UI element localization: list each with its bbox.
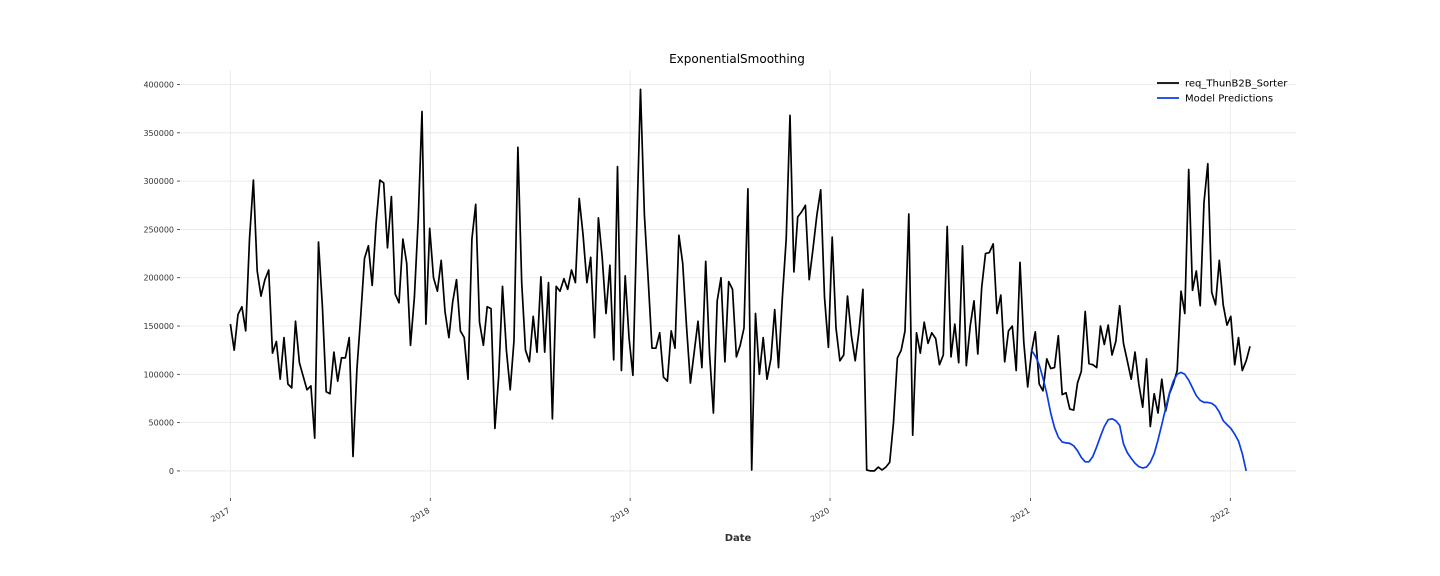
- x-tick-label: 2018: [409, 506, 431, 524]
- y-tick-label: 50000: [149, 419, 174, 428]
- series-layer: [229, 88, 1251, 472]
- x-tick-label: 2020: [809, 506, 831, 524]
- y-tick-label: 0: [169, 467, 174, 476]
- legend: req_ThunB2B_Sorter Model Predictions: [1157, 79, 1288, 105]
- legend-label: Model Predictions: [1185, 94, 1273, 105]
- chart-title: ExponentialSmoothing: [669, 52, 805, 66]
- axes: 0 50000 100000 150000 200000 250000 300000 3500…: [143, 80, 1231, 523]
- y-tick-label: 150000: [143, 322, 174, 331]
- y-tick-label: 250000: [143, 225, 174, 234]
- y-tick-label: 100000: [143, 370, 174, 379]
- x-tick-label: 2017: [209, 506, 231, 524]
- x-tick-label: 2022: [1209, 506, 1231, 524]
- y-tick-label: 300000: [143, 177, 174, 186]
- x-axis-label: Date: [725, 533, 752, 544]
- grid-lines: [180, 70, 1296, 498]
- y-tick-label: 350000: [143, 129, 174, 138]
- x-tick-label: 2019: [609, 506, 631, 524]
- y-tick-label: 200000: [143, 274, 174, 283]
- series-line-1: [1030, 349, 1248, 472]
- legend-label: req_ThunB2B_Sorter: [1185, 79, 1288, 90]
- y-tick-label: 400000: [143, 80, 174, 89]
- x-tick-label: 2021: [1009, 506, 1031, 524]
- series-line-0: [229, 88, 1251, 472]
